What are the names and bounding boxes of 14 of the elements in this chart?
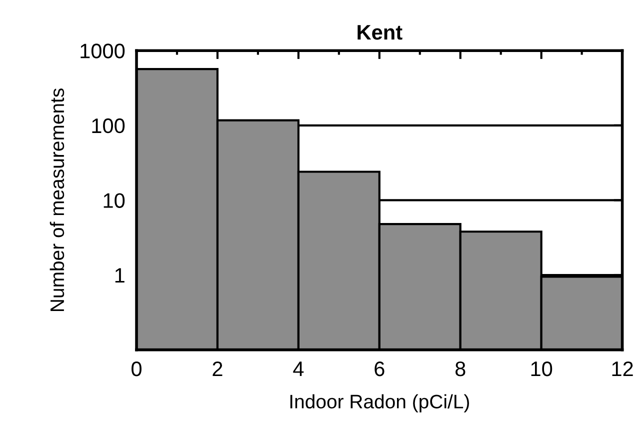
y-tick-label: 1000 — [80, 44, 125, 58]
x-tick-label: 6 — [374, 361, 384, 376]
x-tick-label: 0 — [132, 361, 142, 376]
y-tick-label: 10 — [104, 193, 125, 208]
x-tick-label: 10 — [531, 361, 552, 376]
chart-title: Kent — [358, 25, 402, 40]
y-tick-label: 1 — [115, 268, 124, 283]
x-tick-label: 12 — [612, 361, 633, 376]
x-axis-title: Indoor Radon (pCi/L) — [290, 394, 469, 412]
y-tick-label: 100 — [92, 118, 125, 134]
x-tick-label: 2 — [212, 361, 222, 376]
x-tick-label: 8 — [455, 361, 466, 376]
y-axis-title: Number of measurements — [50, 88, 64, 311]
x-tick-label: 4 — [293, 362, 304, 376]
